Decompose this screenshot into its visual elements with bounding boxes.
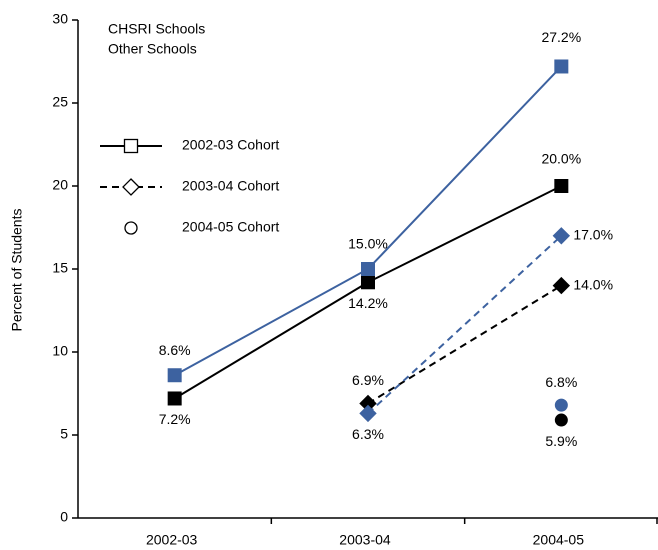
data-label: 6.8%	[545, 374, 577, 390]
y-tick-label: 20	[52, 177, 68, 193]
series-line	[367, 284, 562, 405]
data-label: 14.2%	[348, 295, 388, 311]
square-marker	[167, 391, 182, 406]
data-label: 6.9%	[352, 372, 384, 388]
cohort-legend: 2002-03 Cohort	[182, 137, 279, 153]
y-tick-label: 15	[52, 260, 68, 276]
diamond-marker	[552, 276, 571, 295]
data-label: 15.0%	[348, 236, 388, 252]
data-label: 5.9%	[545, 433, 577, 449]
data-label: 20.0%	[541, 151, 581, 167]
circle-marker	[554, 398, 568, 412]
data-label: 27.2%	[541, 29, 581, 45]
cohort-legend: 2004-05 Cohort	[182, 219, 279, 235]
square-marker	[123, 138, 139, 154]
x-tick-label: 2003-04	[339, 532, 391, 548]
data-label: 14.0%	[573, 276, 613, 292]
square-marker	[554, 179, 569, 193]
data-label: 7.2%	[159, 411, 191, 427]
cohort-legend: 2003-04 Cohort	[182, 178, 279, 194]
y-axis-label: Percent of Students	[9, 209, 25, 332]
data-label: 8.6%	[159, 342, 191, 358]
square-marker	[361, 262, 375, 276]
x-tick-label: 2004-05	[533, 532, 585, 548]
circle-marker	[554, 413, 568, 427]
circle-marker	[124, 221, 138, 235]
group-legend: Other Schools	[108, 41, 197, 57]
series-line	[367, 235, 563, 415]
data-label: 6.3%	[352, 426, 384, 442]
diamond-marker	[359, 404, 377, 423]
group-legend: CHSRI Schools	[108, 21, 205, 37]
square-marker	[167, 368, 182, 383]
y-tick-label: 10	[52, 343, 68, 359]
y-tick-label: 30	[52, 11, 68, 27]
diamond-marker	[552, 227, 571, 245]
y-tick-label: 0	[60, 509, 68, 525]
x-tick-label: 2002-03	[146, 532, 198, 548]
y-tick-label: 5	[60, 426, 68, 442]
square-marker	[361, 275, 375, 290]
square-marker	[554, 59, 569, 74]
diamond-marker	[122, 178, 140, 196]
y-tick-label: 25	[52, 94, 68, 110]
data-label: 17.0%	[573, 227, 613, 243]
